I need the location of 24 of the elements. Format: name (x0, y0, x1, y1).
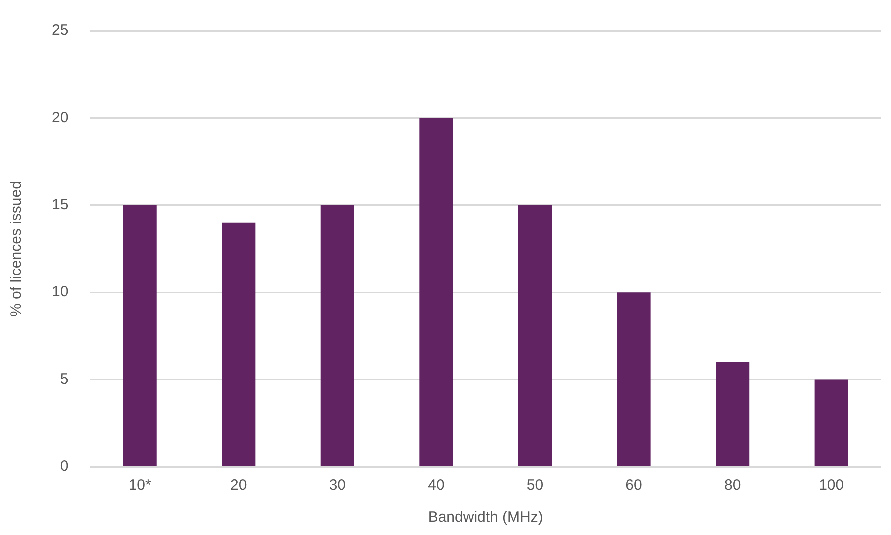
x-tick-label: 20 (230, 477, 248, 494)
bar (814, 380, 848, 466)
bar (123, 205, 157, 466)
bar (222, 222, 256, 466)
y-tick-label: 5 (60, 370, 69, 388)
bar (320, 205, 354, 466)
x-tick-label: 60 (626, 477, 642, 494)
bar (420, 118, 454, 466)
bar (716, 362, 750, 466)
x-tick-label: 10* (128, 477, 152, 494)
y-axis-title: % of licences issued (8, 181, 26, 317)
y-tick-label: 15 (52, 196, 69, 214)
x-tick-label: 40 (428, 477, 445, 494)
y-tick-label: 10 (52, 284, 69, 301)
y-tick-label: 20 (52, 109, 69, 126)
bar (518, 205, 552, 466)
x-axis-title: Bandwidth (MHz) (428, 509, 544, 526)
bar (617, 292, 651, 466)
y-tick-label: 25 (52, 22, 69, 40)
x-tick-label: 50 (526, 477, 544, 494)
x-tick-label: 80 (724, 477, 742, 494)
x-tick-label: 30 (329, 477, 346, 494)
x-tick-label: 100 (819, 477, 844, 494)
y-tick-label: 0 (60, 458, 69, 476)
